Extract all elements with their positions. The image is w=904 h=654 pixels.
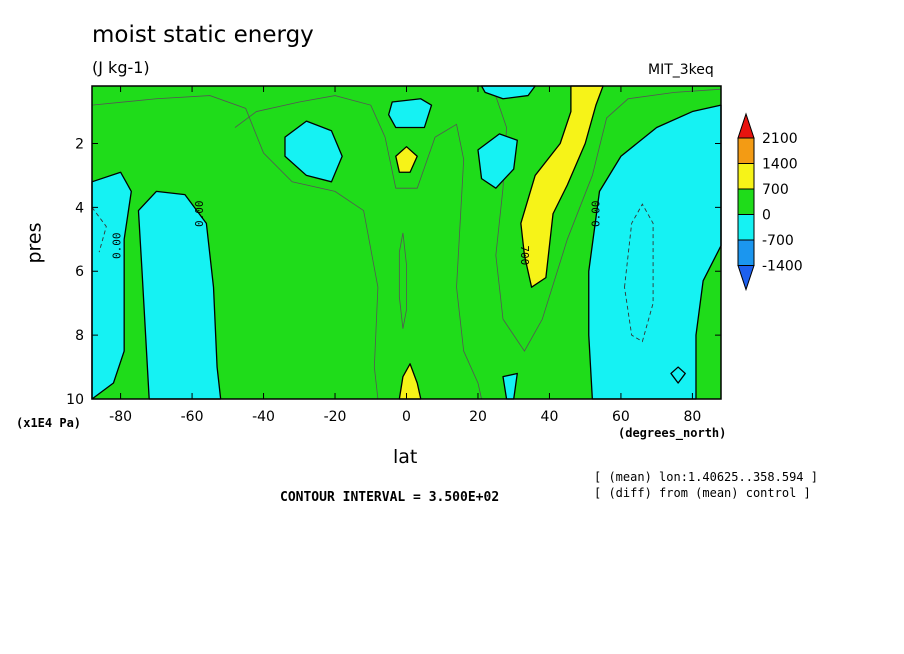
colorbar-segment <box>737 214 755 241</box>
x-tick-label: 60 <box>612 409 630 425</box>
x-axis-units: (degrees_north) <box>618 426 727 440</box>
dashed-contour-line <box>91 207 107 253</box>
x-tick-label: 40 <box>541 409 559 425</box>
y-tick-label: 8 <box>75 328 84 344</box>
contour-region-neg-small-oval <box>670 366 686 384</box>
contour-region-pos-yellow-tongue <box>520 85 604 288</box>
contour-region-neg-blob-left <box>284 120 343 183</box>
y-axis-units: (x1E4 Pa) <box>16 416 82 430</box>
contour-label: 0.00 <box>589 201 602 228</box>
annotation-mean: [ (mean) lon:1.40625..358.594 ] <box>594 470 818 484</box>
x-tick-label: -20 <box>324 409 347 425</box>
colorbar-label: 2100 <box>762 131 798 147</box>
annotation-diff: [ (diff) from (mean) control ] <box>594 486 811 500</box>
thin-contour-line <box>398 232 407 329</box>
contour-region-neg-sh-main <box>137 190 222 400</box>
y-tick-label: 4 <box>75 200 84 216</box>
contour-label: 700 <box>518 245 531 265</box>
colorbar-segment <box>737 137 755 164</box>
dashed-contour-line <box>624 203 654 343</box>
thin-contour-line <box>234 95 482 400</box>
colorbar-label: -1400 <box>762 259 803 275</box>
y-tick-label: 2 <box>75 136 84 152</box>
colorbar-segment <box>737 239 755 266</box>
x-tick-label: 80 <box>683 409 701 425</box>
colorbar-segment <box>737 188 755 215</box>
colorbar-label: 700 <box>762 182 789 198</box>
x-tick-label: -80 <box>109 409 132 425</box>
contour-region-pos-yellow-top-center <box>395 146 418 173</box>
y-tick-label: 10 <box>66 392 84 408</box>
chart-units: (J kg-1) <box>92 58 150 77</box>
model-label: MIT_3keq <box>648 62 714 78</box>
x-tick-label: 20 <box>469 409 487 425</box>
colorbar-label: 1400 <box>762 157 798 173</box>
contour-region-neg-sh-edge <box>91 171 132 400</box>
chart-title: moist static energy <box>92 22 314 48</box>
y-tick-label: 6 <box>75 264 84 280</box>
thin-contour-line <box>91 95 379 400</box>
x-tick-label: 0 <box>402 409 411 425</box>
contour-label: 0.00 <box>111 232 124 259</box>
x-axis-label: lat <box>393 446 418 468</box>
x-tick-label: -40 <box>252 409 275 425</box>
contour-region-neg-top-center <box>387 98 433 129</box>
colorbar-label: -700 <box>762 233 794 249</box>
contour-interval: CONTOUR INTERVAL = 3.500E+02 <box>280 490 500 505</box>
colorbar-top-arrow <box>737 112 755 139</box>
x-tick-label: -60 <box>181 409 204 425</box>
contour-label: 0.00 <box>193 201 206 228</box>
colorbar-label: 0 <box>762 208 771 224</box>
thin-contour-line <box>491 85 722 352</box>
contour-region-neg-blob-right <box>477 133 518 189</box>
colorbar-bottom-arrow <box>737 265 755 292</box>
contour-region-neg-nh-main <box>588 104 722 400</box>
colorbar-segment <box>737 163 755 190</box>
